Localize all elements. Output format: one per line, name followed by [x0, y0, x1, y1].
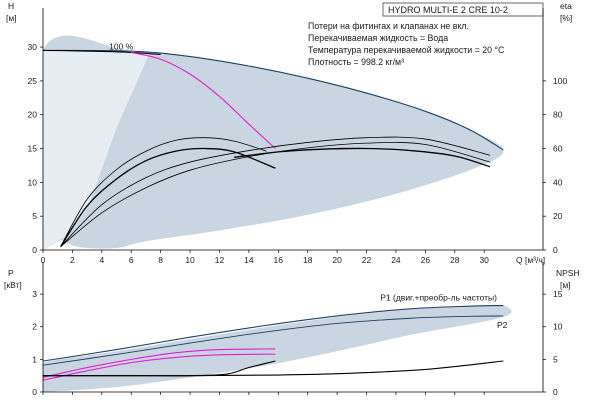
flow-x-tick-label: 2 — [70, 255, 75, 265]
head-y-tick-label: 5 — [32, 211, 37, 221]
operating-envelope-light — [43, 50, 151, 250]
note-line-4: Плотность = 998.2 кг/м³ — [308, 57, 404, 67]
head-y-tick-label: 20 — [28, 110, 38, 120]
flow-x-tick-label: 10 — [185, 255, 195, 265]
series-p1 — [43, 304, 504, 362]
series-eta-sys-3 — [234, 147, 491, 168]
head-y-tick-label: 10 — [28, 177, 38, 187]
power-axis-unit: [кВт] — [4, 280, 22, 290]
head-y-tick-label: 30 — [28, 42, 38, 52]
flow-x-tick-label: 16 — [274, 255, 284, 265]
flow-x-tick-label: 26 — [421, 255, 431, 265]
eta-axis-unit: [%] — [560, 13, 572, 23]
power-plot-area — [43, 304, 512, 392]
operating-envelope-head — [43, 35, 504, 250]
note-line-2: Перекачиваемая жидкость = Вода — [308, 33, 448, 43]
flow-x-tick-label: 6 — [129, 255, 134, 265]
series-p-mag-1 — [43, 348, 276, 378]
eta-tick-label: 80 — [553, 110, 563, 120]
series-npsh-2 — [43, 360, 504, 377]
series-p2 — [43, 315, 504, 366]
flow-x-tick-label: 12 — [215, 255, 225, 265]
series-eta-sys-2 — [60, 141, 491, 247]
npsh-tick-label: 0 — [553, 387, 558, 397]
flow-x-tick-label: 22 — [362, 255, 372, 265]
series-qh-envelope-edge — [43, 49, 504, 151]
flow-x-tick-label: 8 — [158, 255, 163, 265]
series-p-mag-2 — [43, 353, 276, 381]
speed-100-label: 100 % — [109, 41, 134, 51]
head-y-tick-label: 15 — [28, 144, 38, 154]
flow-x-tick-label: 4 — [99, 255, 104, 265]
head-axis-unit: [м] — [6, 13, 17, 23]
power-y-tick-label: 3 — [32, 289, 37, 299]
head-y-tick-label: 25 — [28, 76, 38, 86]
p2-series-label: P2 — [497, 320, 508, 330]
note-line-1: Потери на фитингах и клапанах не вкл. — [308, 21, 469, 31]
head-axis-label: H — [8, 1, 14, 11]
head-y-tick-label: 0 — [32, 245, 37, 255]
flow-x-tick-label: 18 — [303, 255, 313, 265]
npsh-axis-unit: [м] — [560, 280, 571, 290]
power-y-tick-label: 0 — [32, 387, 37, 397]
series-eta-pump-1 — [60, 137, 267, 247]
power-axis-label: P — [8, 268, 14, 278]
p1-series-label: P1 (двиг.+преобр-ль частоты) — [380, 293, 497, 303]
flow-x-tick-label: 28 — [450, 255, 460, 265]
eta-tick-label: 40 — [553, 177, 563, 187]
flow-axis-label: Q [м³/ч] — [516, 255, 545, 265]
power-y-tick-label: 2 — [32, 322, 37, 332]
eta-tick-label: 0 — [553, 245, 558, 255]
flow-x-tick-label: 0 — [41, 255, 46, 265]
series-qh-100-magenta — [131, 51, 276, 149]
eta-tick-label: 100 — [553, 76, 567, 86]
note-line-3: Температура перекачиваемой жидкости = 20… — [308, 45, 505, 55]
npsh-tick-label: 10 — [553, 322, 563, 332]
flow-x-tick-label: 30 — [479, 255, 489, 265]
npsh-axis-label: NPSH — [556, 268, 580, 278]
series-qh-100 — [43, 49, 161, 56]
series-eta-sys-1 — [60, 136, 491, 247]
flow-x-tick-label: 24 — [391, 255, 401, 265]
flow-x-tick-label: 14 — [244, 255, 254, 265]
eta-axis-label: eta — [560, 1, 572, 11]
eta-tick-label: 60 — [553, 144, 563, 154]
npsh-tick-label: 5 — [553, 354, 558, 364]
chart-title: HYDRO MULTI-E 2 CRE 10-2 — [388, 5, 508, 15]
power-y-tick-label: 1 — [32, 354, 37, 364]
npsh-tick-label: 15 — [553, 289, 563, 299]
flow-x-tick-label: 20 — [332, 255, 342, 265]
head-plot-area — [43, 35, 504, 250]
series-eta-pump-2 — [60, 147, 276, 247]
eta-tick-label: 20 — [553, 211, 563, 221]
operating-envelope-power — [43, 304, 512, 392]
